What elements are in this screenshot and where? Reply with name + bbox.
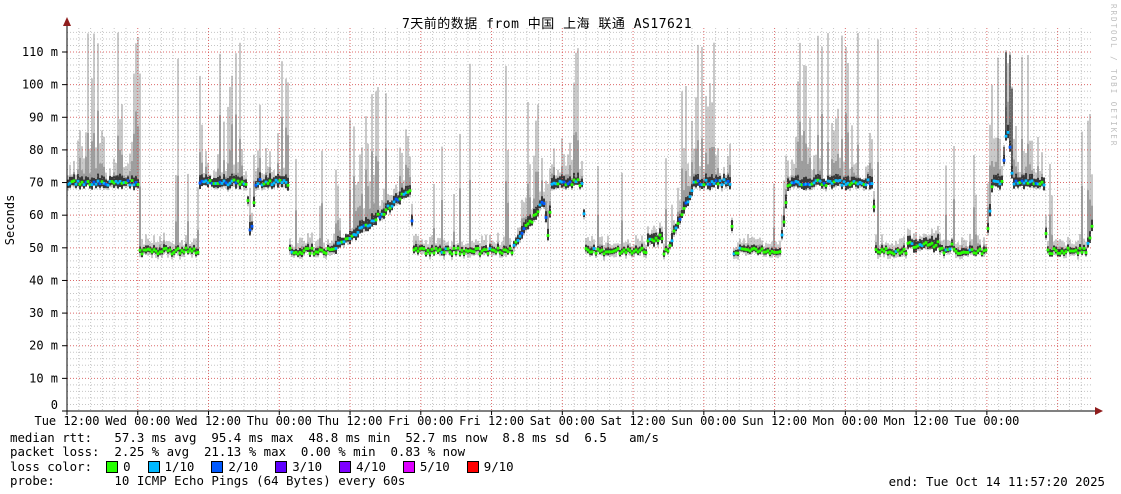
loss-legend-item-4-10: 4/10 (339, 459, 386, 474)
svg-text:Thu 00:00: Thu 00:00 (247, 414, 312, 428)
loss-swatch-label: 3/10 (292, 459, 323, 474)
loss-swatch-4 (339, 460, 352, 473)
loss-swatch-label: 2/10 (228, 459, 259, 474)
loss-swatch-1 (147, 460, 160, 473)
svg-text:Tue 00:00: Tue 00:00 (954, 414, 1019, 428)
loss-swatch-label: 1/10 (164, 459, 195, 474)
svg-text:50 m: 50 m (29, 241, 58, 255)
loss-swatch-6 (466, 460, 479, 473)
loss-legend: 0 1/10 2/10 3/10 4/10 5/10 9/10 (106, 459, 531, 474)
svg-text:90 m: 90 m (29, 110, 58, 124)
loss-legend-item-2-10: 2/10 (211, 459, 258, 474)
loss-swatch-label: 9/10 (483, 459, 514, 474)
svg-text:Wed 00:00: Wed 00:00 (105, 414, 170, 428)
loss-swatch-0 (106, 460, 119, 473)
loss-legend-item-1-10: 1/10 (147, 459, 195, 474)
svg-text:Sat 12:00: Sat 12:00 (601, 414, 666, 428)
median-rtt-stats: median rtt: 57.3 ms avg 95.4 ms max 48.8… (10, 430, 660, 445)
svg-text:110 m: 110 m (22, 45, 58, 59)
svg-text:100 m: 100 m (22, 78, 58, 92)
packet-loss-stats: packet loss: 2.25 % avg 21.13 % max 0.00… (10, 444, 466, 459)
loss-swatch-label: 4/10 (356, 459, 386, 474)
svg-text:30 m: 30 m (29, 306, 58, 320)
svg-text:80 m: 80 m (29, 143, 58, 157)
svg-text:Fri 12:00: Fri 12:00 (459, 414, 524, 428)
loss-color-label: loss color: (10, 459, 93, 474)
loss-swatch-5 (402, 460, 415, 473)
svg-text:10 m: 10 m (29, 371, 58, 385)
svg-text:Thu 12:00: Thu 12:00 (317, 414, 382, 428)
svg-text:70 m: 70 m (29, 176, 58, 190)
loss-legend-item-3-10: 3/10 (275, 459, 322, 474)
svg-text:Mon 00:00: Mon 00:00 (813, 414, 878, 428)
svg-text:Sun 12:00: Sun 12:00 (742, 414, 807, 428)
svg-text:20 m: 20 m (29, 339, 58, 353)
probe-info: probe: 10 ICMP Echo Pings (64 Bytes) eve… (10, 473, 406, 488)
loss-color-row: loss color: 0 1/10 2/10 3/10 4/10 5/10 9/10 (10, 459, 531, 474)
loss-swatch-3 (275, 460, 288, 473)
svg-text:60 m: 60 m (29, 208, 58, 222)
graph-title: 7天前的数据 from 中国 上海 联通 AS17621 (401, 17, 693, 32)
svg-text:40 m: 40 m (29, 274, 58, 288)
end-timestamp: end: Tue Oct 14 11:57:20 2025 (888, 474, 1105, 489)
loss-swatch-label: 0 (123, 459, 131, 474)
svg-text:Wed 12:00: Wed 12:00 (176, 414, 241, 428)
svg-text:0: 0 (51, 398, 58, 412)
rrdtool-watermark: RRDTOOL / TOBI OETIKER (1109, 4, 1118, 148)
svg-text:Tue 12:00: Tue 12:00 (34, 414, 99, 428)
svg-text:Mon 12:00: Mon 12:00 (884, 414, 949, 428)
loss-legend-item-9-10: 9/10 (466, 459, 514, 474)
loss-swatch-label: 5/10 (419, 459, 450, 474)
svg-text:Fri 00:00: Fri 00:00 (388, 414, 453, 428)
svg-text:Sun 00:00: Sun 00:00 (671, 414, 736, 428)
svg-text:Seconds: Seconds (3, 195, 17, 246)
loss-swatch-2 (211, 460, 224, 473)
loss-legend-item-5-10: 5/10 (402, 459, 450, 474)
svg-text:Sat 00:00: Sat 00:00 (530, 414, 595, 428)
loss-legend-item-0: 0 (106, 459, 131, 474)
